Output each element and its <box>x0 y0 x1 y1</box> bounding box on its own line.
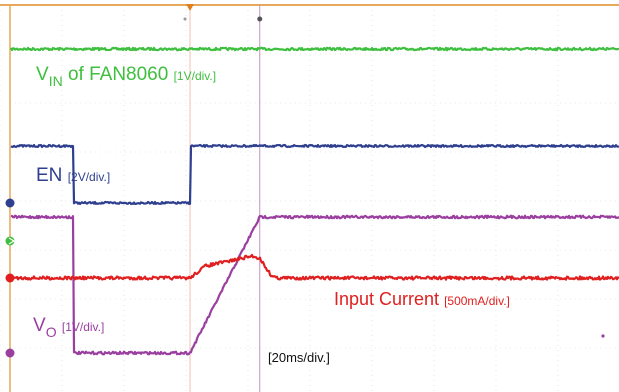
vin-ground-arrow <box>8 237 16 245</box>
vin-ground-marker <box>5 236 15 246</box>
graticule-markers <box>183 4 263 22</box>
trigger-marker <box>186 4 194 11</box>
vin-trace <box>9 46 619 52</box>
en-trace <box>10 143 619 206</box>
vo-ground-marker <box>5 348 15 358</box>
vo-offscreen-marker <box>601 334 605 338</box>
en-label: EN [2V/div.] <box>36 165 110 186</box>
trigger-dot <box>183 17 187 21</box>
vo-label: VO [1V/div.] <box>33 315 104 340</box>
cursor-marker <box>257 16 263 22</box>
vin-label: VIN of FAN8060 [1V/div.] <box>36 64 216 89</box>
vo-trace <box>10 214 619 356</box>
channel-labels: VIN of FAN8060 [1V/div.] EN [2V/div.] VO… <box>33 64 510 365</box>
iin-ground-marker <box>5 273 15 283</box>
input-current-label: Input Current [500mA/div.] <box>334 289 510 309</box>
timebase-label: [20ms/div.] <box>268 350 330 365</box>
iin-trace <box>9 253 619 281</box>
traces <box>5 46 619 358</box>
en-ground-marker <box>5 198 15 208</box>
